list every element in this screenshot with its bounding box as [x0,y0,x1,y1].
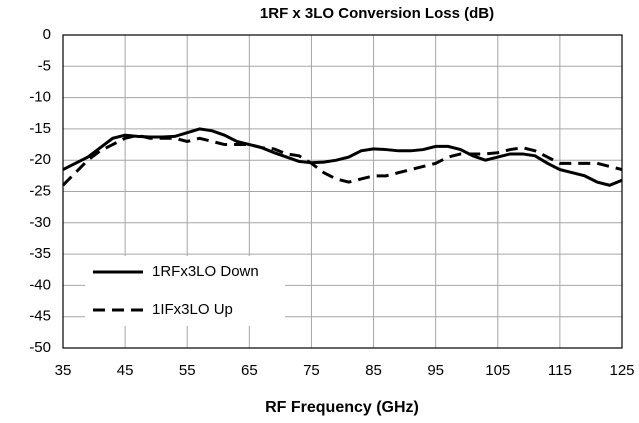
y-tick-label: -25 [29,182,51,199]
legend-label: 1RFx3LO Down [152,263,259,280]
x-tick-label: 75 [303,362,320,379]
y-tick-label: -5 [38,57,51,74]
x-tick-label: 105 [485,362,510,379]
y-tick-label: -35 [29,245,51,262]
lines [61,127,623,187]
x-tick-label: 85 [365,362,382,379]
x-tick-label: 45 [117,362,134,379]
y-tick-label: -40 [29,276,51,293]
legend: 1RFx3LO Down 1IFx3LO Up [85,256,285,326]
x-tick-label: 55 [179,362,196,379]
y-tick-label: -15 [29,120,51,137]
series-line [62,127,623,187]
x-tick-label: 125 [609,362,634,379]
y-tick-label: -45 [29,308,51,325]
x-tick-label: 115 [548,362,572,379]
plot-border [62,34,623,349]
y-tick-label: -10 [29,89,51,106]
y-tick-label: 0 [43,26,51,43]
x-tick-label: 95 [427,362,444,379]
legend-box [85,256,285,326]
legend-label: 1IFx3LO Up [152,301,233,318]
chart-title: 1RF x 3LO Conversion Loss (dB) [260,5,494,22]
x-tick-label: 35 [55,362,72,379]
y-tick-label: -20 [29,151,51,168]
x-axis-title: RF Frequency (GHz) [265,399,419,416]
y-tick-label: -30 [29,214,51,231]
y-tick-label: -50 [29,339,51,356]
x-tick-label: 65 [241,362,258,379]
series-line [61,133,623,187]
